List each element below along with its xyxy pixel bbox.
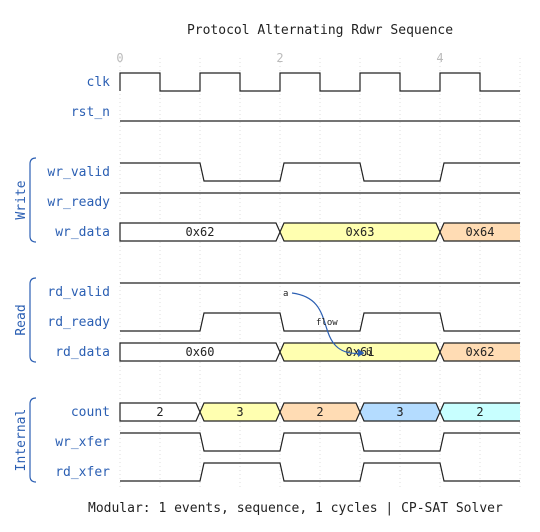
bus-value-wr_data: 0x63: [346, 225, 375, 239]
bus-outline-wr_data: [439, 222, 520, 242]
bus-value-wr_data: 0x62: [186, 225, 215, 239]
signal-label-rd_xfer: rd_xfer: [55, 465, 110, 480]
time-grid: [119, 58, 521, 488]
bus-outline-count: [439, 402, 520, 422]
bus-value-count: 2: [476, 405, 483, 419]
bus-segment-wr_data: [280, 223, 440, 241]
signal-labels: clk rst_n wr_valid wr_ready wr_data rd_validr…: [47, 75, 110, 480]
bus-value-count: 2: [156, 405, 163, 419]
bus-segment-count: [120, 403, 200, 421]
waveforms: 0x620x630x640x600x610x6223232: [119, 72, 520, 482]
bus-value-count: 3: [396, 405, 403, 419]
signal-label-wr_valid: wr_valid: [47, 165, 110, 180]
bus-segment-count: [200, 403, 280, 421]
signal-label-wr_xfer: wr_xfer: [55, 435, 110, 450]
bus-value-count: 2: [316, 405, 323, 419]
bus-segment-count: [280, 403, 360, 421]
signal-label-wr_ready: wr_ready: [47, 195, 110, 210]
group-bracket: [29, 277, 37, 363]
bus-segment-wr_data: [120, 223, 280, 241]
time-axis: 0 2 4: [116, 51, 443, 65]
signal-label-count: count: [71, 405, 110, 420]
time-tick-label: 4: [436, 51, 443, 65]
signal-label-rd_valid: rd_valid: [47, 285, 110, 300]
bus-outline-rd_data: [439, 342, 520, 362]
bus-segment-count: [440, 403, 520, 421]
flow-annotation: a flow b: [283, 289, 371, 358]
signal-groups: Write Read Internal: [14, 157, 37, 483]
signal-label-wr_data: wr_data: [55, 225, 110, 240]
signal-label-rd_ready: rd_ready: [47, 315, 110, 330]
bus-segment-wr_data: [440, 223, 520, 241]
group-bracket: [29, 397, 37, 483]
time-tick-label: 0: [116, 51, 123, 65]
bus-outline-count: [119, 402, 201, 422]
group-label-write: Write: [14, 180, 29, 219]
waveform-rd_xfer: [120, 462, 520, 482]
flow-arrowhead: [358, 349, 364, 357]
bus-outline-wr_data: [119, 222, 281, 242]
bus-value-wr_data: 0x64: [466, 225, 495, 239]
annotation-from-label: a: [283, 289, 288, 299]
signal-label-clk: clk: [87, 75, 111, 90]
bus-segment-count: [360, 403, 440, 421]
group-label-read: Read: [14, 304, 29, 335]
waveform-rd_ready: [120, 312, 520, 332]
bus-value-rd_data: 0x62: [466, 345, 495, 359]
bus-value-rd_data: 0x60: [186, 345, 215, 359]
annotation-edge-label: flow: [316, 318, 338, 328]
diagram-title: Protocol Alternating Rdwr Sequence: [187, 23, 453, 38]
bus-segment-rd_data: [120, 343, 280, 361]
flow-arrow: [291, 292, 365, 355]
time-tick-label: 2: [276, 51, 283, 65]
annotation-to-label: b: [366, 348, 371, 358]
bus-segment-rd_data: [440, 343, 520, 361]
bus-value-count: 3: [236, 405, 243, 419]
bus-outline-rd_data: [119, 342, 281, 362]
signal-label-rst_n: rst_n: [71, 105, 110, 120]
waveform-wr_xfer: [120, 432, 520, 452]
signal-label-rd_data: rd_data: [55, 345, 110, 360]
group-bracket: [29, 157, 37, 243]
group-label-internal: Internal: [14, 409, 29, 472]
waveform-clk: [119, 72, 520, 92]
footer-status: Modular: 1 events, sequence, 1 cycles | …: [88, 501, 503, 516]
waveform-wr_valid: [120, 162, 520, 182]
